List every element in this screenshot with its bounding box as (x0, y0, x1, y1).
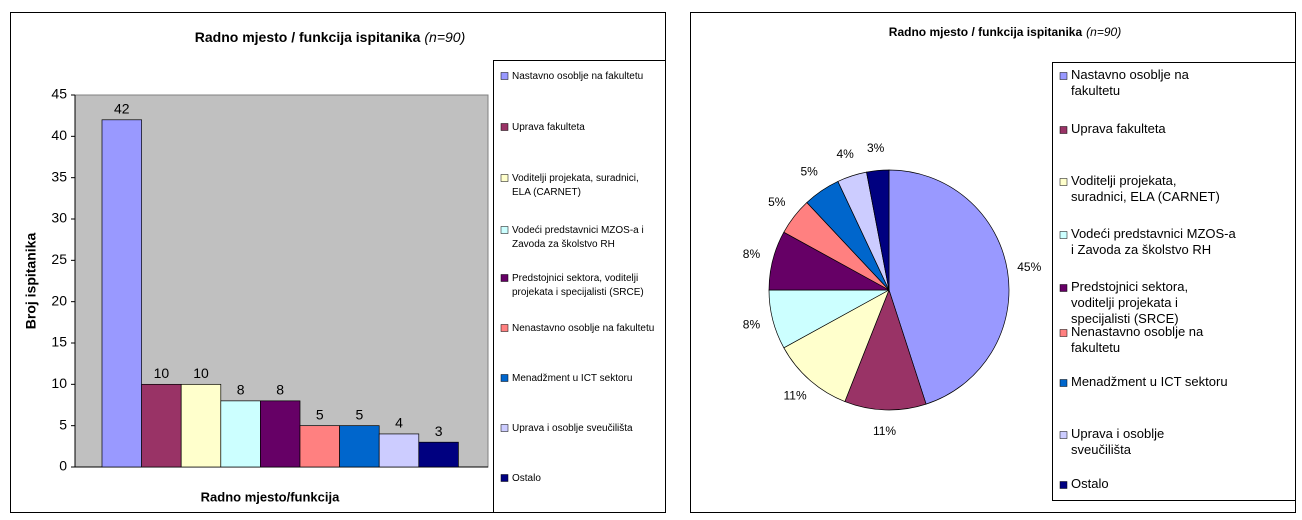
legend-swatch (1059, 72, 1068, 80)
data-label: 8% (743, 247, 761, 261)
legend-swatch (500, 374, 509, 382)
legend-swatch (500, 474, 509, 482)
y-tick-label: 15 (51, 334, 67, 350)
bar (260, 400, 301, 468)
legend-swatch (1059, 431, 1068, 439)
legend-swatch (1059, 178, 1068, 186)
pie-slice (866, 169, 890, 291)
x-axis-label: Radno mjesto/funkcija (201, 489, 340, 504)
data-label: 3 (435, 423, 443, 439)
legend-swatch (1059, 379, 1068, 387)
legend-label: Vodeći predstavnici MZOS-a i Zavoda za š… (512, 225, 647, 250)
legend-swatch (500, 226, 509, 234)
y-axis-label: Broj ispitanika (23, 233, 39, 330)
legend-swatch (500, 324, 509, 332)
y-tick-label: 40 (51, 127, 67, 143)
bar (141, 383, 182, 468)
title-text: Radno mjesto / funkcija ispitanika (195, 29, 421, 45)
legend-label: Nastavno osoblje na fakultetu (1071, 67, 1192, 98)
chart-title: Radno mjesto / funkcija ispitanika (n=90) (889, 25, 1121, 39)
legend-label: Ostalo (512, 473, 541, 484)
data-label: 42 (114, 101, 130, 117)
legend-label: Uprava fakulteta (512, 122, 585, 133)
bar (101, 119, 142, 468)
pie-slice (783, 289, 890, 403)
y-tick-label: 5 (59, 416, 67, 432)
legend-label: Nenastavno osoblje na fakultetu (512, 323, 654, 334)
legend-label: Predstojnici sektora, voditelji projekat… (512, 273, 644, 298)
y-tick-label: 35 (51, 168, 67, 184)
legend-swatch (500, 123, 509, 131)
legend-label: Nenastavno osoblje na fakultetu (1071, 324, 1207, 355)
chart-title: Radno mjesto / funkcija ispitanika (n=90) (195, 29, 465, 45)
bar (299, 425, 340, 468)
legend-label: Uprava i osoblje sveučilišta (1071, 426, 1168, 457)
y-tick-label: 10 (51, 375, 67, 391)
legend-swatch (500, 174, 509, 182)
legend-swatch (500, 424, 509, 432)
data-label: 8 (237, 382, 245, 398)
legend-swatch (1059, 329, 1068, 337)
y-tick-label: 45 (51, 86, 67, 102)
title-suffix: (n=90) (424, 29, 465, 45)
legend-label: Uprava fakulteta (1071, 121, 1166, 136)
data-label: 5% (801, 165, 819, 179)
y-tick-label: 0 (59, 458, 67, 474)
legend-label: Menadžment u ICT sektoru (1071, 374, 1228, 389)
y-tick-label: 30 (51, 210, 67, 226)
data-label: 11% (873, 424, 896, 438)
legend-label: Ostalo (1071, 476, 1109, 491)
data-label: 4 (395, 415, 403, 431)
legend-swatch (1059, 481, 1068, 489)
bar (220, 400, 261, 468)
data-label: 3% (867, 141, 885, 155)
bar (339, 425, 380, 468)
data-label: 5 (356, 406, 364, 422)
bar (418, 441, 459, 468)
legend-frame (493, 60, 666, 513)
title-text: Radno mjesto / funkcija ispitanika (889, 25, 1083, 39)
data-label: 8 (276, 382, 284, 398)
data-label: 45% (1017, 260, 1041, 274)
bar (180, 383, 222, 468)
y-tick-label: 20 (51, 292, 67, 308)
legend-label: Predstojnici sektora, voditelji projekat… (1071, 279, 1192, 326)
legend-label: Menadžment u ICT sektoru (512, 373, 632, 384)
data-label: 4% (836, 147, 854, 161)
bar (378, 433, 420, 468)
data-label: 10 (193, 365, 209, 381)
legend-label: Nastavno osoblje na fakultetu (512, 71, 643, 82)
legend-frame (1052, 62, 1296, 501)
legend-swatch (1059, 126, 1068, 134)
pie-slice (888, 169, 1010, 405)
legend-label: Vodeći predstavnici MZOS-a i Zavoda za š… (1071, 226, 1239, 257)
legend-label: Uprava i osoblje sveučilišta (512, 423, 633, 434)
title-suffix: (n=90) (1086, 25, 1121, 39)
y-tick-label: 25 (51, 251, 67, 267)
legend-label: Voditelji projekata, suradnici, ELA (CAR… (1071, 173, 1220, 204)
legend-swatch (500, 72, 509, 80)
legend-swatch (1059, 231, 1068, 239)
pie-slice (844, 288, 927, 411)
data-label: 11% (784, 389, 807, 403)
legend-swatch (500, 274, 509, 282)
data-label: 8% (743, 317, 761, 331)
data-label: 5% (768, 195, 786, 209)
data-label: 5 (316, 406, 324, 422)
legend-swatch (1059, 284, 1068, 292)
legend-label: Voditelji projekata, suradnici, ELA (CAR… (512, 173, 642, 198)
data-label: 10 (154, 365, 170, 381)
